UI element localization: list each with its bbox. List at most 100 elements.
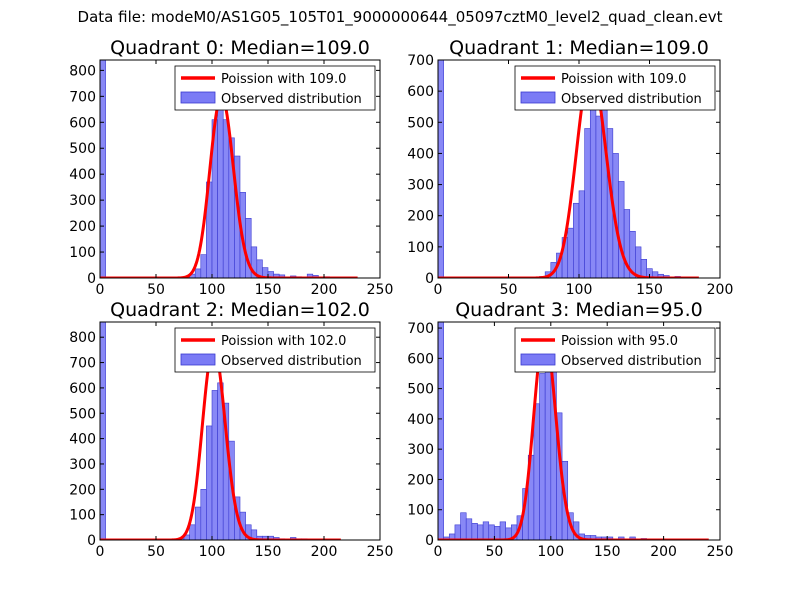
x-tick-label: 50 — [147, 282, 165, 298]
x-tick-label: 200 — [707, 282, 734, 298]
panel-quadrant-3: 0 50 100 150 200 250 0 100 200 300 400 500 600 700 Qua… — [407, 299, 733, 560]
x-tick-label: 100 — [566, 282, 593, 298]
axes-frame — [99, 321, 381, 541]
histogram-bar — [211, 390, 218, 540]
histogram-bar — [438, 60, 444, 278]
x-tick-label: 100 — [199, 282, 226, 298]
legend-label-poisson: Poission with 109.0 — [561, 72, 686, 87]
y-tick-label: 100 — [407, 503, 434, 519]
panel-title: Quadrant 2: Median=102.0 — [110, 299, 370, 321]
histogram-bar — [578, 190, 585, 278]
y-tick-label: 400 — [69, 167, 96, 183]
y-tick-label: 800 — [69, 63, 96, 79]
y-tick-label: 500 — [69, 406, 96, 422]
legend-label-poisson: Poission with 102.0 — [221, 334, 346, 349]
x-tick-label: 150 — [636, 282, 663, 298]
y-tick-label: 0 — [425, 533, 434, 549]
histogram-bar — [477, 524, 484, 540]
y-tick-label: 500 — [407, 382, 434, 398]
histogram-bar — [584, 128, 591, 278]
legend-label-poisson: Poission with 95.0 — [561, 334, 678, 349]
y-tick-label: 400 — [407, 146, 434, 162]
histogram-bar — [567, 227, 574, 278]
histogram-bar — [544, 355, 552, 540]
histogram-bar — [200, 254, 207, 278]
y-tick-label: 300 — [407, 178, 434, 194]
legend: Poission with 102.0 Observed distribution — [174, 327, 376, 373]
y-tick-label: 0 — [87, 271, 96, 287]
y-tick-label: 700 — [69, 89, 96, 105]
histogram-bar — [100, 60, 106, 278]
y-tick-label: 100 — [69, 508, 96, 524]
legend-bar-swatch — [180, 353, 216, 366]
histogram-bar — [629, 536, 636, 540]
histogram-bar — [595, 115, 602, 278]
legend-bar-swatch — [520, 353, 556, 366]
histogram-bar — [454, 524, 461, 540]
x-tick-label: 150 — [255, 282, 282, 298]
legend-label-observed: Observed distribution — [221, 92, 362, 107]
y-tick-label: 0 — [87, 533, 96, 549]
x-tick-label: 200 — [311, 282, 338, 298]
histogram-bar — [573, 202, 580, 278]
y-tick-label: 500 — [407, 115, 434, 131]
legend-bar-swatch — [180, 91, 216, 104]
histogram-bar — [460, 512, 467, 540]
histogram-bar — [494, 526, 501, 540]
y-tick-label: 200 — [407, 472, 434, 488]
histogram-bar — [206, 425, 213, 540]
histogram-bar — [217, 96, 224, 278]
poisson-curve-group — [100, 345, 342, 540]
legend: Poission with 109.0 Observed distribution — [174, 65, 376, 111]
y-tick-label: 300 — [69, 193, 96, 209]
poisson-curve — [438, 332, 710, 540]
x-tick-label: 0 — [434, 544, 443, 560]
panel-title: Quadrant 0: Median=109.0 — [110, 37, 370, 59]
y-tick-label: 200 — [69, 219, 96, 235]
y-tick-label: 700 — [69, 356, 96, 372]
histogram-bar — [488, 524, 495, 540]
axes-frame — [437, 321, 721, 541]
legend-bar-swatch — [520, 91, 556, 104]
histogram-bar — [465, 518, 473, 540]
histogram-bar — [533, 403, 540, 540]
panel-title: Quadrant 3: Median=95.0 — [455, 299, 703, 321]
panel-quadrant-1: 0 50 100 150 200 0 100 200 300 400 500 600 700 Quadra… — [407, 37, 733, 298]
x-tick-label: 50 — [147, 544, 165, 560]
legend-label-poisson: Poission with 109.0 — [221, 72, 346, 87]
x-tick-label: 0 — [96, 544, 105, 560]
histogram-bar — [640, 259, 647, 278]
figure-title: Data file: modeM0/AS1G05_105T01_90000006… — [77, 8, 723, 26]
y-tick-label: 600 — [69, 381, 96, 397]
legend: Poission with 95.0 Observed distribution — [514, 327, 716, 373]
histogram-bar — [438, 322, 444, 540]
x-tick-label: 0 — [96, 282, 105, 298]
x-tick-label: 250 — [707, 544, 734, 560]
y-tick-label: 700 — [407, 53, 434, 69]
poisson-curve-group — [100, 94, 359, 278]
y-tick-label: 300 — [407, 442, 434, 458]
x-tick-label: 150 — [594, 544, 621, 560]
histogram-bar — [482, 521, 490, 540]
histogram-bar — [471, 523, 478, 540]
x-tick-label: 200 — [311, 544, 338, 560]
poisson-curve-group — [438, 332, 710, 540]
x-tick-label: 50 — [500, 282, 518, 298]
histogram-bar — [222, 119, 230, 278]
y-tick-label: 200 — [407, 209, 434, 225]
y-tick-label: 400 — [407, 412, 434, 428]
panel-title: Quadrant 1: Median=109.0 — [449, 37, 709, 59]
x-tick-label: 50 — [485, 544, 503, 560]
y-tick-label: 100 — [407, 240, 434, 256]
histogram-bar — [618, 536, 625, 540]
poisson-curve — [100, 94, 359, 278]
x-tick-label: 250 — [367, 544, 394, 560]
y-tick-label: 300 — [69, 457, 96, 473]
x-tick-label: 100 — [199, 544, 226, 560]
x-tick-label: 100 — [537, 544, 564, 560]
y-tick-label: 0 — [425, 271, 434, 287]
histogram-bar — [194, 268, 202, 278]
legend: Poission with 109.0 Observed distribution — [514, 65, 716, 111]
histogram-bar — [100, 322, 106, 540]
